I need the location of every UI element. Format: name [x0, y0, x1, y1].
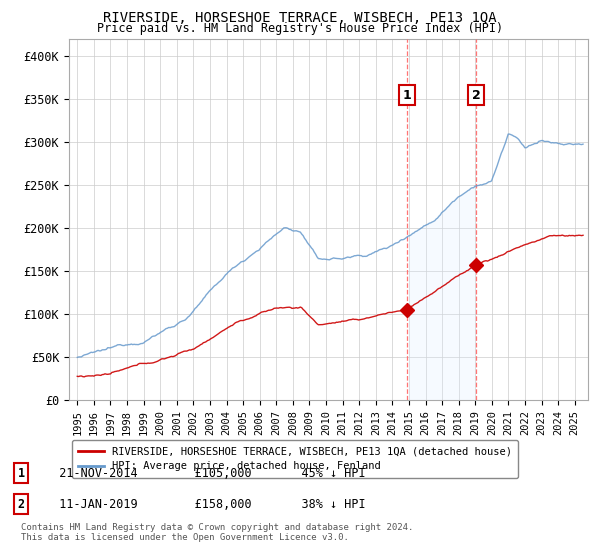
- Text: RIVERSIDE, HORSESHOE TERRACE, WISBECH, PE13 1QA: RIVERSIDE, HORSESHOE TERRACE, WISBECH, P…: [103, 11, 497, 25]
- Text: Price paid vs. HM Land Registry's House Price Index (HPI): Price paid vs. HM Land Registry's House …: [97, 22, 503, 35]
- Text: Contains HM Land Registry data © Crown copyright and database right 2024.
This d: Contains HM Land Registry data © Crown c…: [21, 522, 413, 542]
- Text: 1: 1: [17, 466, 25, 480]
- Text: 2: 2: [17, 497, 25, 511]
- Text: 21-NOV-2014        £105,000       45% ↓ HPI: 21-NOV-2014 £105,000 45% ↓ HPI: [45, 466, 365, 480]
- Text: 11-JAN-2019        £158,000       38% ↓ HPI: 11-JAN-2019 £158,000 38% ↓ HPI: [45, 497, 365, 511]
- Text: 1: 1: [403, 88, 412, 101]
- Text: 2: 2: [472, 88, 481, 101]
- Legend: RIVERSIDE, HORSESHOE TERRACE, WISBECH, PE13 1QA (detached house), HPI: Average p: RIVERSIDE, HORSESHOE TERRACE, WISBECH, P…: [71, 440, 518, 478]
